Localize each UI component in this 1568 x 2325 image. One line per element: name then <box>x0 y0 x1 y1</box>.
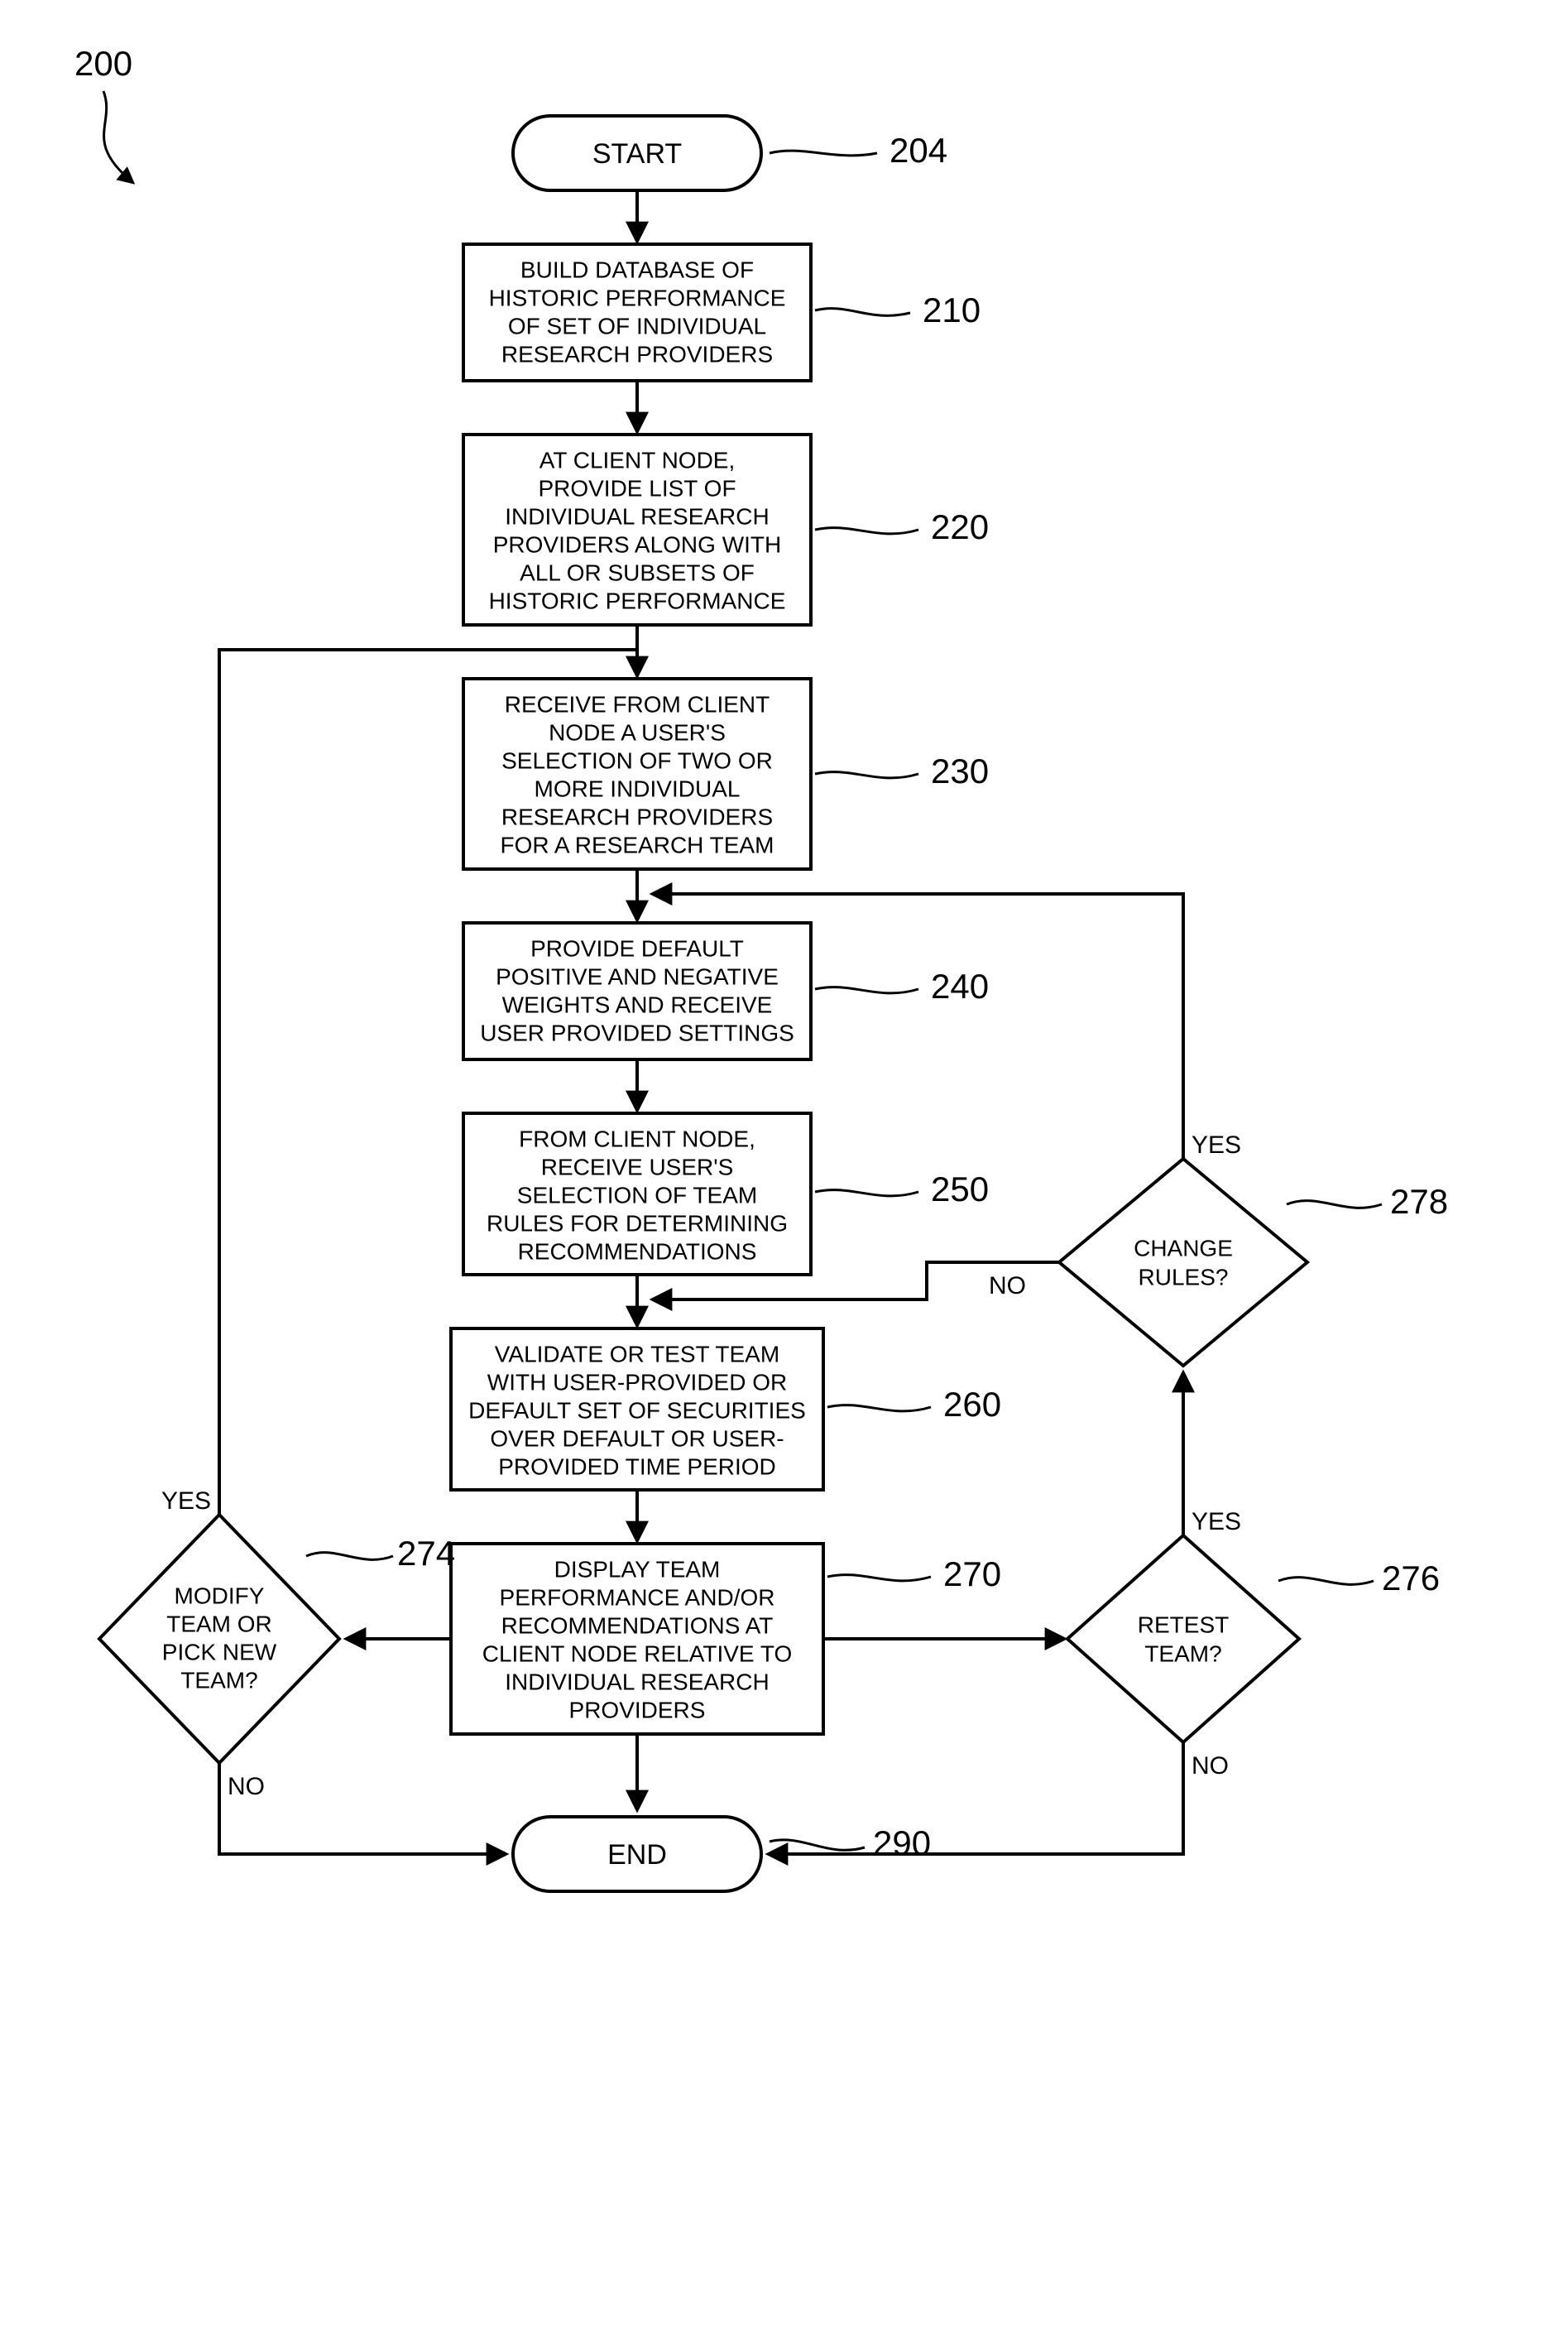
ref-leader-290 <box>770 1840 865 1850</box>
svg-text:HISTORIC PERFORMANCE: HISTORIC PERFORMANCE <box>489 285 786 310</box>
svg-text:CHANGE: CHANGE <box>1134 1235 1233 1261</box>
svg-text:PERFORMANCE AND/OR: PERFORMANCE AND/OR <box>500 1584 775 1610</box>
svg-text:MORE INDIVIDUAL: MORE INDIVIDUAL <box>535 776 741 801</box>
svg-text:TEAM?: TEAM? <box>180 1667 257 1693</box>
node-270: DISPLAY TEAM PERFORMANCE AND/OR RECOMMEN… <box>451 1544 823 1734</box>
node-240: PROVIDE DEFAULT POSITIVE AND NEGATIVE WE… <box>463 923 811 1059</box>
ref-leader-250 <box>815 1190 918 1196</box>
ref-270: 270 <box>943 1554 1001 1593</box>
figure-ref: 200 <box>74 44 132 83</box>
ref-leader-276 <box>1278 1578 1374 1585</box>
ref-204: 204 <box>889 131 947 170</box>
svg-text:FOR A RESEARCH TEAM: FOR A RESEARCH TEAM <box>501 832 774 857</box>
node-276: RETEST TEAM? <box>1067 1535 1299 1742</box>
svg-text:BUILD DATABASE OF: BUILD DATABASE OF <box>520 257 754 282</box>
node-start: START <box>513 116 761 190</box>
ref-220: 220 <box>931 507 989 546</box>
node-250: FROM CLIENT NODE, RECEIVE USER'S SELECTI… <box>463 1113 811 1275</box>
svg-text:RECEIVE USER'S: RECEIVE USER'S <box>541 1154 734 1179</box>
svg-text:INDIVIDUAL RESEARCH: INDIVIDUAL RESEARCH <box>505 1669 769 1694</box>
svg-text:DEFAULT SET OF SECURITIES: DEFAULT SET OF SECURITIES <box>468 1397 806 1423</box>
node-230: RECEIVE FROM CLIENT NODE A USER'S SELECT… <box>463 679 811 869</box>
svg-text:USER PROVIDED SETTINGS: USER PROVIDED SETTINGS <box>480 1020 794 1045</box>
figure-ref-arrow <box>103 91 132 182</box>
svg-text:RESEARCH PROVIDERS: RESEARCH PROVIDERS <box>501 804 773 829</box>
ref-278: 278 <box>1390 1182 1448 1221</box>
label-274-yes: YES <box>161 1487 211 1515</box>
svg-text:PROVIDED TIME PERIOD: PROVIDED TIME PERIOD <box>498 1453 776 1479</box>
ref-leader-270 <box>827 1575 931 1581</box>
svg-text:OVER DEFAULT OR USER-: OVER DEFAULT OR USER- <box>490 1425 784 1451</box>
node-220: AT CLIENT NODE, PROVIDE LIST OF INDIVIDU… <box>463 435 811 625</box>
edge-276-no <box>770 1742 1183 1854</box>
svg-text:SELECTION OF TWO OR: SELECTION OF TWO OR <box>501 747 773 773</box>
svg-text:VALIDATE OR TEST TEAM: VALIDATE OR TEST TEAM <box>495 1341 779 1367</box>
label-278-no: NO <box>989 1272 1026 1299</box>
svg-text:RESEARCH PROVIDERS: RESEARCH PROVIDERS <box>501 341 773 367</box>
svg-text:PROVIDERS ALONG WITH: PROVIDERS ALONG WITH <box>493 531 782 557</box>
ref-250: 250 <box>931 1170 989 1208</box>
ref-leader-274 <box>306 1553 393 1560</box>
node-274: MODIFY TEAM OR PICK NEW TEAM? <box>99 1515 339 1763</box>
ref-230: 230 <box>931 752 989 790</box>
svg-text:PROVIDE LIST OF: PROVIDE LIST OF <box>538 475 736 501</box>
svg-text:PROVIDE DEFAULT: PROVIDE DEFAULT <box>530 935 744 961</box>
svg-text:DISPLAY TEAM: DISPLAY TEAM <box>554 1556 721 1582</box>
svg-text:FROM CLIENT NODE,: FROM CLIENT NODE, <box>519 1126 755 1151</box>
ref-leader-278 <box>1287 1201 1382 1208</box>
label-274-no: NO <box>228 1773 265 1800</box>
svg-text:OF SET OF INDIVIDUAL: OF SET OF INDIVIDUAL <box>508 313 766 339</box>
label-276-no: NO <box>1192 1752 1229 1780</box>
ref-leader-230 <box>815 772 918 778</box>
svg-text:PICK NEW: PICK NEW <box>162 1639 277 1664</box>
svg-text:RETEST: RETEST <box>1138 1612 1229 1637</box>
node-260: VALIDATE OR TEST TEAM WITH USER-PROVIDED… <box>451 1328 823 1490</box>
svg-text:WEIGHTS AND RECEIVE: WEIGHTS AND RECEIVE <box>502 992 773 1017</box>
svg-text:RECEIVE FROM CLIENT: RECEIVE FROM CLIENT <box>505 691 770 717</box>
svg-text:END: END <box>607 1839 667 1871</box>
ref-274: 274 <box>397 1534 455 1573</box>
svg-text:NODE A USER'S: NODE A USER'S <box>549 719 726 745</box>
svg-text:HISTORIC PERFORMANCE: HISTORIC PERFORMANCE <box>489 588 786 613</box>
ref-210: 210 <box>923 291 981 329</box>
node-278: CHANGE RULES? <box>1059 1159 1307 1366</box>
svg-text:CLIENT NODE RELATIVE TO: CLIENT NODE RELATIVE TO <box>482 1640 792 1666</box>
ref-leader-240 <box>815 987 918 993</box>
ref-290: 290 <box>873 1823 931 1862</box>
node-end: END <box>513 1817 761 1891</box>
svg-text:POSITIVE AND NEGATIVE: POSITIVE AND NEGATIVE <box>496 963 779 989</box>
ref-leader-210 <box>815 309 910 316</box>
svg-text:INDIVIDUAL RESEARCH: INDIVIDUAL RESEARCH <box>505 503 769 529</box>
ref-240: 240 <box>931 967 989 1006</box>
ref-276: 276 <box>1382 1559 1440 1597</box>
ref-leader-260 <box>827 1405 931 1411</box>
svg-text:ALL OR SUBSETS OF: ALL OR SUBSETS OF <box>520 560 755 585</box>
node-210: BUILD DATABASE OF HISTORIC PERFORMANCE O… <box>463 244 811 381</box>
svg-text:SELECTION OF TEAM: SELECTION OF TEAM <box>517 1182 757 1208</box>
ref-leader-204 <box>770 151 877 156</box>
svg-text:RULES FOR DETERMINING: RULES FOR DETERMINING <box>487 1210 788 1236</box>
svg-text:TEAM?: TEAM? <box>1144 1640 1221 1666</box>
svg-text:WITH USER-PROVIDED OR: WITH USER-PROVIDED OR <box>487 1369 787 1395</box>
ref-leader-220 <box>815 528 918 534</box>
svg-text:RECOMMENDATIONS: RECOMMENDATIONS <box>518 1238 757 1264</box>
label-278-yes: YES <box>1192 1131 1241 1159</box>
svg-text:MODIFY: MODIFY <box>175 1583 265 1608</box>
ref-260: 260 <box>943 1385 1001 1424</box>
svg-text:PROVIDERS: PROVIDERS <box>569 1697 706 1722</box>
svg-text:RULES?: RULES? <box>1139 1264 1229 1290</box>
svg-text:AT CLIENT NODE,: AT CLIENT NODE, <box>539 447 736 473</box>
svg-text:START: START <box>592 138 682 170</box>
svg-text:RECOMMENDATIONS AT: RECOMMENDATIONS AT <box>501 1612 774 1638</box>
svg-text:TEAM OR: TEAM OR <box>166 1611 272 1636</box>
flowchart: 200 START 204 BUILD DATABASE OF HISTORIC… <box>0 0 1568 2325</box>
label-276-yes: YES <box>1192 1508 1241 1535</box>
